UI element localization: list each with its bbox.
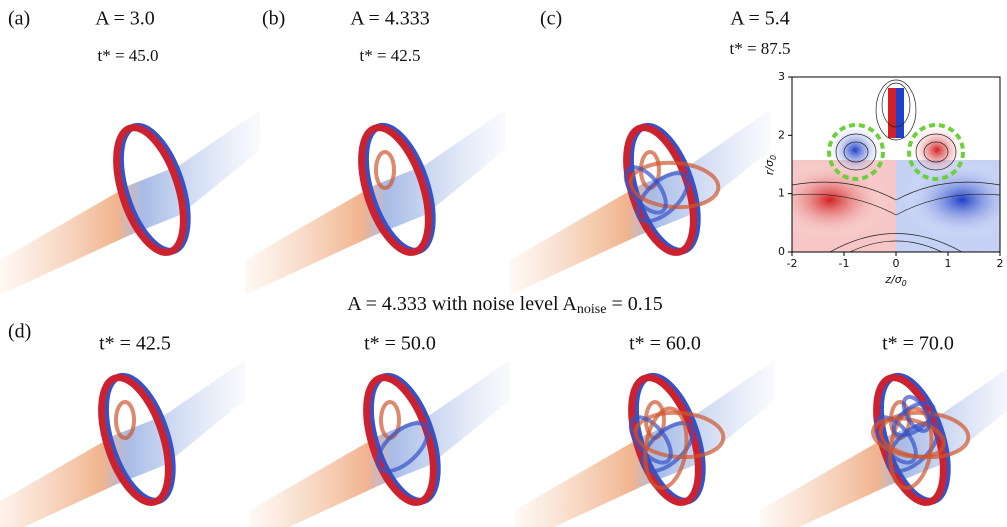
panel-label: (a) bbox=[8, 8, 30, 30]
caption: A = 4.333 with noise level Anoise = 0.15 bbox=[347, 293, 662, 318]
figure: (a) A = 3.0 t* = 45.0 (b) A = 4.333 t* =… bbox=[0, 0, 1007, 527]
x-tick-label: 2 bbox=[997, 257, 1004, 270]
panel-time: t* = 87.5 bbox=[729, 39, 790, 58]
panel-time: t* = 42.5 bbox=[99, 333, 171, 355]
y-tick-label: 2 bbox=[778, 128, 785, 141]
y-tick-label: 0 bbox=[778, 245, 785, 258]
inset-ylabel: r/σ0 bbox=[763, 155, 778, 175]
vortex-tube bbox=[0, 360, 245, 527]
panel-time: t* = 45.0 bbox=[97, 46, 158, 65]
y-tick-label: 1 bbox=[778, 187, 785, 200]
panel-label: (b) bbox=[262, 8, 285, 30]
x-tick-label: -1 bbox=[839, 257, 850, 270]
vortex-tube bbox=[250, 360, 510, 527]
panel-time: t* = 60.0 bbox=[629, 333, 701, 355]
panel-time: t* = 70.0 bbox=[882, 333, 954, 355]
panel-label: (c) bbox=[540, 8, 562, 30]
inset-field bbox=[770, 80, 1007, 252]
panel-time: t* = 50.0 bbox=[364, 333, 436, 355]
y-tick-label: 3 bbox=[778, 70, 785, 83]
panel-title: A = 4.333 bbox=[350, 8, 430, 30]
x-tick-label: -2 bbox=[787, 257, 798, 270]
panel-title: A = 3.0 bbox=[95, 8, 155, 30]
panel-title: A = 5.4 bbox=[730, 8, 790, 30]
x-tick-label: 1 bbox=[945, 257, 952, 270]
x-tick-label: 0 bbox=[893, 257, 900, 270]
panel-time: t* = 42.5 bbox=[359, 46, 420, 65]
inset-xlabel: z/σ0 bbox=[884, 273, 907, 288]
panel-label: (d) bbox=[8, 321, 31, 343]
